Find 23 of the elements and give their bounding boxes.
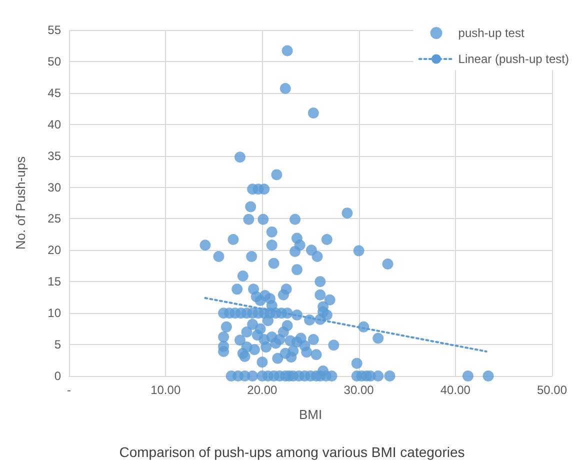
y-tick-label: 55 <box>48 23 62 37</box>
legend-label: push-up test <box>458 26 525 40</box>
y-tick-label: 15 <box>48 274 62 289</box>
y-tick-label: 40 <box>48 117 62 132</box>
x-tick-label: - <box>67 383 71 397</box>
x-axis-title: BMI <box>298 407 322 422</box>
x-tick-label: 50.00 <box>536 383 568 397</box>
x-tick-label: 30.00 <box>344 383 374 397</box>
y-axis-title: No. of Push-ups <box>13 156 28 250</box>
y-tick-label: 5 <box>54 338 62 352</box>
x-tick-label: 40.00 <box>440 383 471 397</box>
y-tick-label: 45 <box>48 86 62 100</box>
y-tick-label: 35 <box>48 148 62 163</box>
y-tick-label: 10 <box>48 306 62 320</box>
text: Comparison of push-ups among various BMI categories <box>119 444 465 460</box>
y-tick-label: 0 <box>54 369 62 383</box>
y-tick-label: 20 <box>48 243 62 258</box>
legend-label: Linear (push-up test) <box>458 52 570 66</box>
x-tick-label: 10.00 <box>150 383 181 397</box>
x-tick-label: 20.00 <box>247 383 278 397</box>
y-tick-label: 30 <box>48 180 62 194</box>
y-tick-label: 50 <box>48 54 62 68</box>
y-tick-label: 25 <box>48 212 62 226</box>
